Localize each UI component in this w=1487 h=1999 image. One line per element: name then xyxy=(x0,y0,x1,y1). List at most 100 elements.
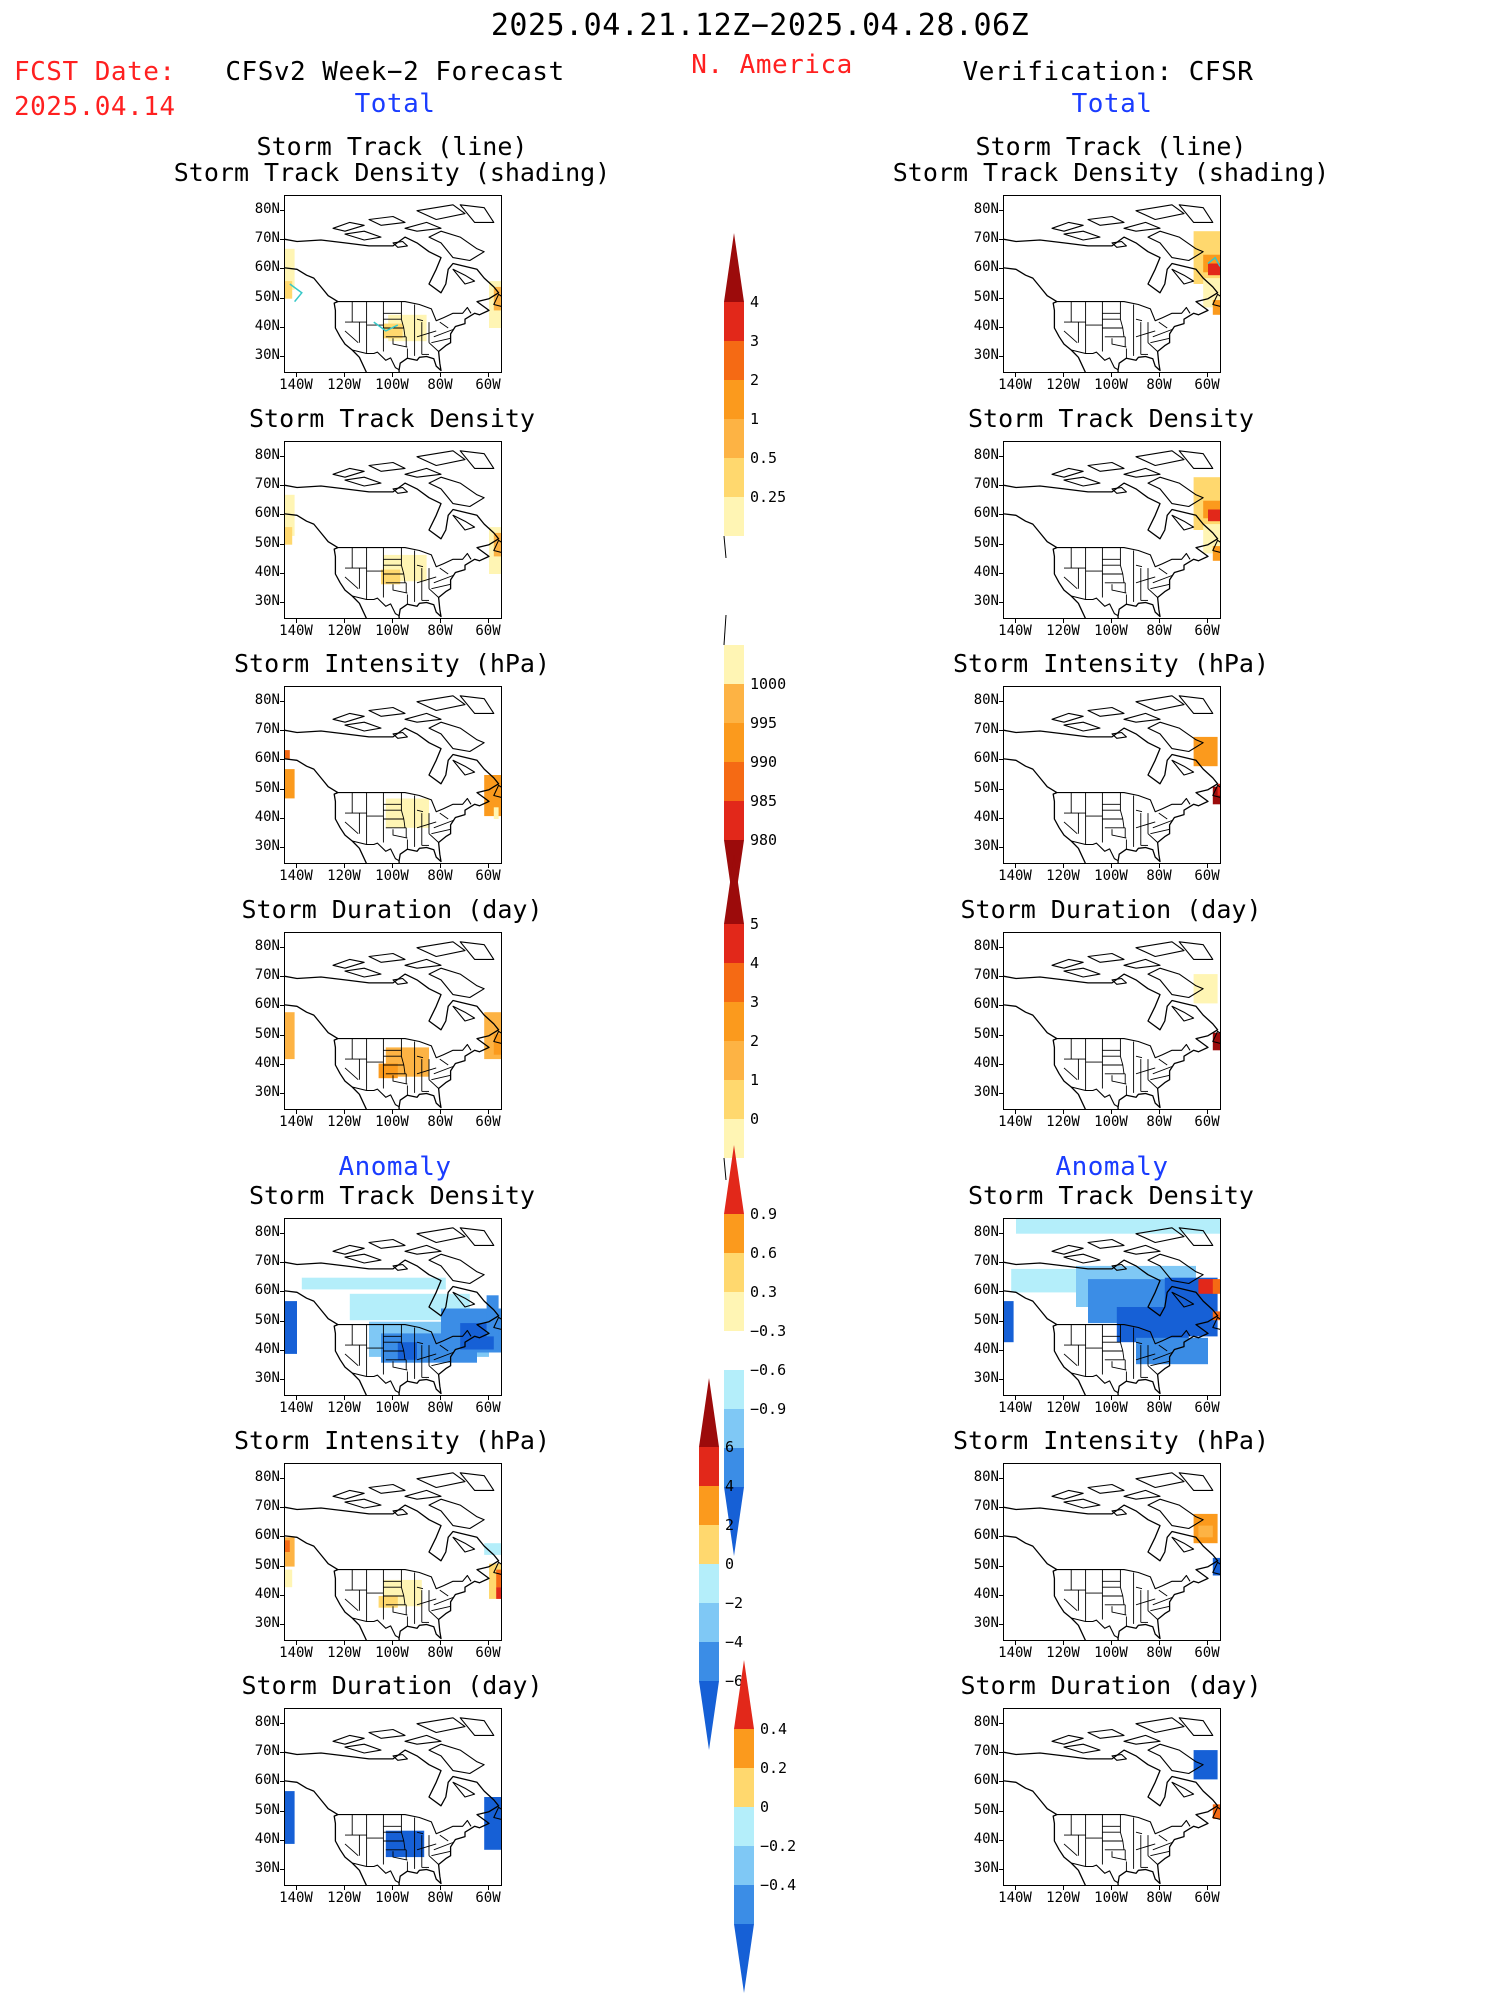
cb-anom-duration xyxy=(734,1660,754,1993)
coastline-west xyxy=(1004,267,1086,372)
island-outline xyxy=(416,695,466,712)
state-border xyxy=(416,1353,437,1361)
lat-tick-label: 40N xyxy=(973,809,999,825)
lat-tick-label: 70N xyxy=(254,1253,280,1269)
lon-tick-label: 60W xyxy=(1194,1114,1220,1130)
map-fcst-anom-intensity xyxy=(284,1463,502,1641)
coastline xyxy=(1004,1259,1219,1395)
lat-tick-mark xyxy=(280,1291,285,1293)
lat-tick-label: 60N xyxy=(973,505,999,522)
colorbar-segment xyxy=(734,1885,754,1924)
lon-tick-label: 140W xyxy=(998,1400,1032,1416)
map-canvas xyxy=(1004,941,1220,1109)
us-canada-border xyxy=(1056,1038,1191,1059)
lat-tick-mark xyxy=(280,1536,285,1538)
lon-tick-mark xyxy=(1111,372,1112,377)
map-canvas xyxy=(285,204,501,372)
island-outline xyxy=(1051,1734,1084,1745)
lon-tick-mark xyxy=(488,1109,489,1114)
map-ver-anom-duration xyxy=(1003,1708,1221,1886)
state-border xyxy=(1147,1079,1158,1089)
verification-title: Verification: CFSR xyxy=(962,57,1254,87)
colorbar-label: 4 xyxy=(725,1477,735,1495)
cb-intensity xyxy=(723,614,744,909)
lat-tick-label: 70N xyxy=(973,1253,999,1269)
map-canvas xyxy=(1004,204,1220,372)
island-outline xyxy=(1135,695,1185,712)
state-border xyxy=(1111,829,1127,839)
map-canvas xyxy=(1004,450,1220,618)
state-border xyxy=(431,337,451,344)
island-outline xyxy=(416,1717,466,1734)
lat-tick-mark xyxy=(999,1034,1004,1036)
colorbar-segment xyxy=(724,645,744,684)
lon-tick-label: 100W xyxy=(1094,623,1128,639)
colorbar-segment xyxy=(724,723,744,762)
lon-tick-mark xyxy=(1159,372,1160,377)
lon-tick-label: 140W xyxy=(998,623,1032,639)
island-outline xyxy=(459,941,495,960)
lat-tick-label: 50N xyxy=(973,288,999,305)
state-border xyxy=(344,576,359,590)
island-outline xyxy=(452,759,476,776)
lat-tick-label: 40N xyxy=(254,809,280,825)
colorbar-segment xyxy=(699,1603,719,1642)
lat-tick-label: 70N xyxy=(254,721,280,737)
lon-tick-mark xyxy=(1015,1640,1016,1645)
island-outline xyxy=(368,1483,406,1494)
island-outline xyxy=(332,712,365,723)
lon-tick-label: 100W xyxy=(375,1400,409,1416)
shading-cell xyxy=(301,1277,446,1290)
lat-tick-mark xyxy=(280,602,285,604)
model-title: CFSv2 Week−2 Forecast xyxy=(225,57,565,87)
shading-cell xyxy=(378,1596,398,1608)
shading-cell xyxy=(285,1537,295,1567)
lat-tick-mark xyxy=(999,1507,1004,1508)
lat-tick-mark xyxy=(280,818,285,819)
lon-tick-mark xyxy=(440,1109,441,1114)
state-border xyxy=(431,828,451,835)
lon-tick-mark xyxy=(344,618,345,623)
state-border xyxy=(428,1365,439,1375)
colorbar-segment xyxy=(724,380,744,419)
state-border xyxy=(1119,1814,1125,1850)
panel-title: Storm Track Density xyxy=(249,1181,535,1210)
panel-title: Storm Duration (day) xyxy=(241,1671,543,1700)
shading-cell xyxy=(1212,786,1220,805)
colorbar-label: 980 xyxy=(750,831,778,849)
state-border xyxy=(416,330,437,338)
colorbar-label: −2 xyxy=(725,1594,744,1612)
lat-tick-mark xyxy=(280,209,285,211)
fcst-date-label: FCST Date: xyxy=(14,57,176,87)
colorbar-label: 1000 xyxy=(750,675,787,693)
colorbar-label: −0.4 xyxy=(760,1876,797,1894)
island-outline xyxy=(1212,1806,1220,1820)
shading-cell xyxy=(285,527,293,545)
shading-cell xyxy=(1217,783,1220,796)
lat-tick-label: 60N xyxy=(973,1282,999,1299)
island-outline xyxy=(1178,941,1214,960)
state-border xyxy=(416,809,424,813)
island-outline xyxy=(1111,486,1127,494)
lat-tick-mark xyxy=(280,1565,285,1567)
coastline-west xyxy=(285,1004,367,1109)
state-border xyxy=(439,1058,449,1066)
island-outline xyxy=(452,1781,476,1798)
shading-cell xyxy=(1203,278,1220,308)
lat-tick-label: 80N xyxy=(254,1713,280,1730)
lat-tick-mark xyxy=(999,1232,1004,1234)
colorbar-segment xyxy=(724,1041,744,1080)
colorbar-segment xyxy=(724,458,744,497)
us-mexico-border xyxy=(1071,595,1119,617)
state-border xyxy=(1152,329,1173,338)
state-border xyxy=(1150,1605,1170,1612)
us-canada-border xyxy=(1056,1324,1191,1345)
colorbar-segment xyxy=(724,1145,744,1214)
island-outline xyxy=(452,1536,476,1553)
shading-cell xyxy=(1198,1279,1218,1294)
lon-tick-label: 100W xyxy=(375,868,409,884)
island-outline xyxy=(1171,1291,1195,1308)
coastline xyxy=(1004,482,1219,618)
state-border xyxy=(400,1569,406,1605)
lon-tick-label: 120W xyxy=(1046,1114,1080,1130)
